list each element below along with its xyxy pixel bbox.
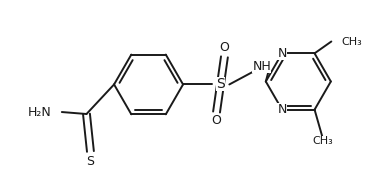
Text: S: S bbox=[86, 155, 94, 168]
Text: O: O bbox=[219, 41, 230, 55]
Text: H₂N: H₂N bbox=[28, 106, 52, 118]
Text: O: O bbox=[212, 114, 221, 127]
Text: CH₃: CH₃ bbox=[341, 37, 362, 47]
Text: N: N bbox=[278, 103, 287, 116]
Text: NH: NH bbox=[253, 60, 271, 73]
Text: CH₃: CH₃ bbox=[312, 136, 333, 146]
Text: N: N bbox=[278, 47, 287, 60]
Text: S: S bbox=[216, 78, 225, 91]
